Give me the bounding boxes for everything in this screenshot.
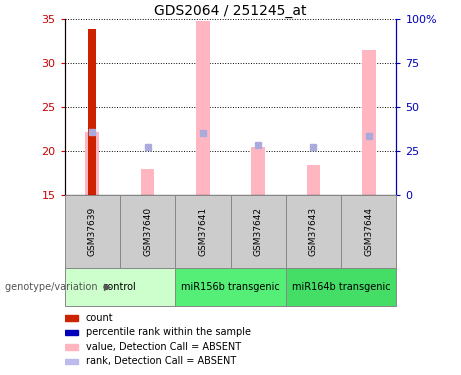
Bar [196, 21, 210, 195]
Text: GSM37644: GSM37644 [364, 207, 373, 256]
Bar [175, 268, 286, 306]
Bar [88, 29, 96, 195]
Bar [65, 268, 175, 306]
Bar [286, 268, 396, 306]
Text: rank, Detection Call = ABSENT: rank, Detection Call = ABSENT [86, 356, 236, 366]
Text: GSM37642: GSM37642 [254, 207, 263, 256]
Bar [362, 50, 376, 195]
Bar [307, 165, 320, 195]
Bar [251, 147, 265, 195]
Text: percentile rank within the sample: percentile rank within the sample [86, 327, 251, 338]
Title: GDS2064 / 251245_at: GDS2064 / 251245_at [154, 4, 307, 18]
Text: GSM37639: GSM37639 [88, 207, 97, 256]
Text: value, Detection Call = ABSENT: value, Detection Call = ABSENT [86, 342, 241, 352]
Text: control: control [103, 282, 137, 292]
Bar [120, 195, 175, 268]
Bar [230, 195, 286, 268]
Text: GSM37641: GSM37641 [198, 207, 207, 256]
Bar [85, 132, 99, 195]
Bar [341, 195, 396, 268]
Bar [65, 330, 78, 335]
Bar [286, 195, 341, 268]
Text: genotype/variation  ▶: genotype/variation ▶ [5, 282, 111, 292]
Text: miR164b transgenic: miR164b transgenic [292, 282, 390, 292]
Bar [175, 195, 230, 268]
Text: GSM37640: GSM37640 [143, 207, 152, 256]
Bar [65, 315, 78, 321]
Text: GSM37643: GSM37643 [309, 207, 318, 256]
Text: miR156b transgenic: miR156b transgenic [181, 282, 280, 292]
Bar [65, 344, 78, 350]
Bar [65, 195, 120, 268]
Text: count: count [86, 313, 113, 323]
Bar [65, 358, 78, 364]
Bar [141, 169, 154, 195]
